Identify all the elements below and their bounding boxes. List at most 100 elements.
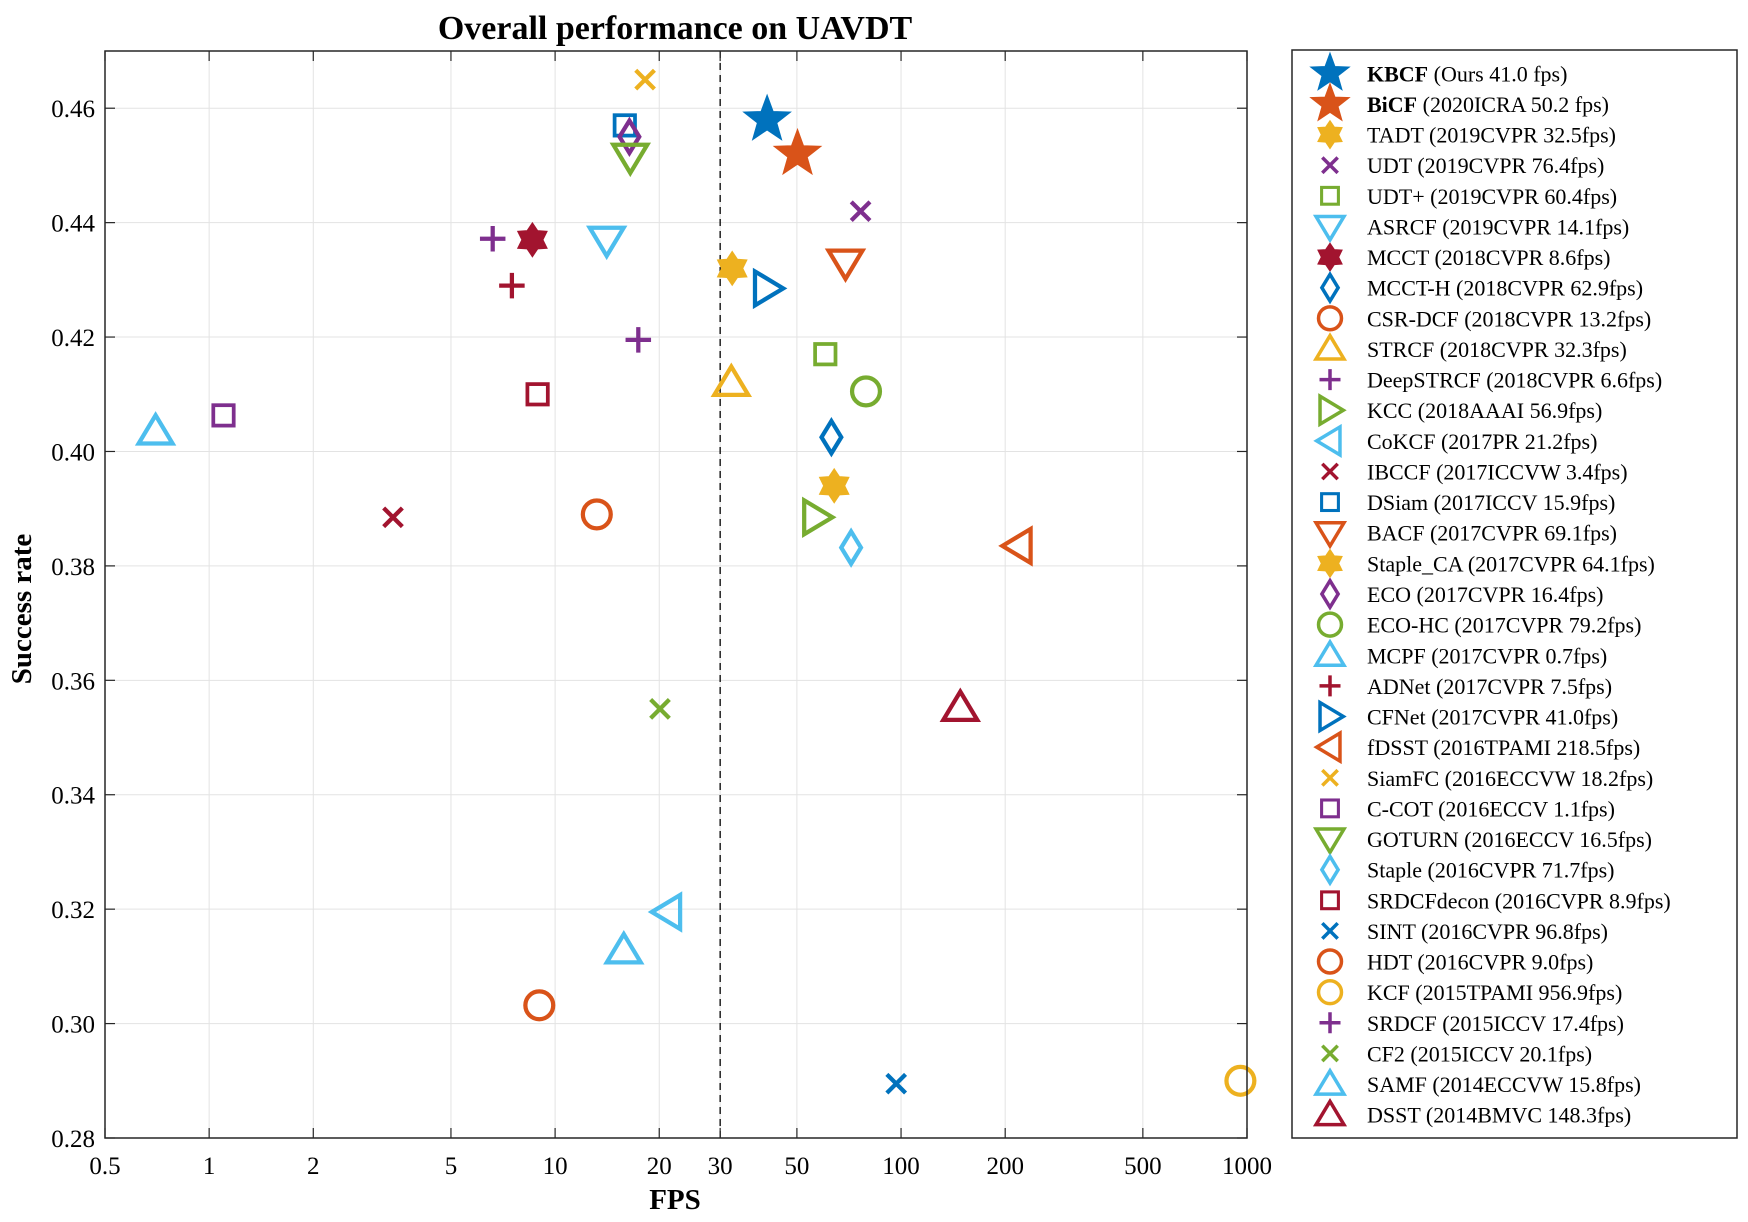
- point-udt: [813, 342, 838, 367]
- legend-series-name: MCCT-H: [1367, 276, 1451, 301]
- legend-item-c-cot: C-COT (2016ECCV 1.1fps): [1320, 796, 1615, 821]
- x-tick-label: 0.5: [89, 1153, 120, 1180]
- legend-series-name: C-COT: [1367, 796, 1434, 821]
- legend-marker: [1319, 1012, 1341, 1034]
- legend-series-note: (2017CVPR 41.0fps): [1426, 705, 1619, 730]
- legend-marker: [1320, 890, 1340, 911]
- legend-series-name: IBCCF: [1367, 460, 1431, 485]
- legend-item-adnet: ADNet (2017CVPR 7.5fps): [1319, 674, 1612, 699]
- point-c-cot: [211, 403, 236, 428]
- legend-item-tadt: TADT (2019CVPR 32.5fps): [1317, 119, 1616, 150]
- point-cokcf: [647, 891, 683, 933]
- y-axis-label: Success rate: [6, 534, 38, 685]
- legend-series-name: BACF: [1367, 521, 1424, 546]
- legend-item-sint: SINT (2016CVPR 96.8fps): [1321, 919, 1609, 944]
- legend-series-name: UDT: [1367, 153, 1413, 178]
- legend-marker: [1312, 1097, 1348, 1127]
- x-tick-label: 200: [986, 1153, 1024, 1180]
- legend-marker: [1312, 827, 1348, 856]
- legend-marker: [1316, 611, 1344, 638]
- point-fdsst: [998, 525, 1033, 567]
- point-eco-hc: [849, 375, 883, 408]
- legend-marker: [1321, 156, 1339, 175]
- legend-series-name: KCC: [1367, 398, 1412, 423]
- legend-series-note: (2016ECCV 16.5fps): [1459, 827, 1652, 852]
- legend-series-name: Staple_CA: [1367, 551, 1464, 576]
- legend-series-name: MCPF: [1367, 643, 1426, 668]
- legend-series-note: (2016CVPR 96.8fps): [1416, 919, 1609, 944]
- legend-marker: [1316, 948, 1344, 975]
- x-tick-label: 100: [882, 1153, 920, 1180]
- legend-item-asrcf: ASRCF (2019CVPR 14.1fps): [1312, 215, 1629, 244]
- legend-marker: [1321, 1044, 1339, 1063]
- plot-area-frame: [104, 50, 1248, 1139]
- legend-series-note: (2016CVPR 71.7fps): [1422, 858, 1615, 883]
- x-tick-label: 2: [307, 1153, 320, 1180]
- legend-series-note: (2018CVPR 13.2fps): [1459, 306, 1652, 331]
- legend-label: CFNet (2017CVPR 41.0fps): [1367, 705, 1618, 730]
- point-kcc: [802, 496, 837, 539]
- legend-marker: [1321, 768, 1339, 787]
- legend-label: ADNet (2017CVPR 7.5fps): [1367, 674, 1612, 699]
- legend-item-siamfc: SiamFC (2016ECCVW 18.2fps): [1321, 766, 1653, 791]
- legend-label: ECO-HC (2017CVPR 79.2fps): [1367, 613, 1641, 638]
- data-points: [134, 68, 1257, 1097]
- legend-series-note: (2017ICCV 15.9fps): [1428, 490, 1615, 515]
- y-tick-label: 0.36: [51, 668, 95, 695]
- legend-series-name: ASRCF: [1367, 215, 1437, 240]
- legend-series-name: UDT+: [1367, 184, 1425, 209]
- legend-series-name: KCF: [1367, 980, 1410, 1005]
- legend-series-note: (2018CVPR 8.6fps): [1429, 245, 1611, 270]
- legend-series-name: SINT: [1367, 919, 1416, 944]
- legend-series-note: (2017CVPR 69.1fps): [1424, 521, 1617, 546]
- legend-label: MCPF (2017CVPR 0.7fps): [1367, 643, 1607, 668]
- legend-item-ibccf: IBCCF (2017ICCVW 3.4fps): [1321, 460, 1628, 485]
- x-tick-label: 50: [784, 1153, 809, 1180]
- legend-series-name: CoKCF: [1367, 429, 1435, 454]
- legend-series-note: (2014ECCVW 15.8fps): [1427, 1072, 1641, 1097]
- legend-item-srdcfdecon: SRDCFdecon (2016CVPR 8.9fps): [1320, 888, 1671, 913]
- legend-series-name: ADNet: [1367, 674, 1431, 699]
- legend-item-mcct: MCCT (2018CVPR 8.6fps): [1317, 242, 1610, 272]
- legend-item-srdcf: SRDCF (2015ICCV 17.4fps): [1319, 1011, 1624, 1036]
- legend-series-note: (2015TPAMI 956.9fps): [1410, 980, 1622, 1005]
- legend-series-note: (2017ICCVW 3.4fps): [1431, 460, 1628, 485]
- legend-label: KCC (2018AAAI 56.9fps): [1367, 398, 1602, 423]
- legend-series-name: Staple: [1367, 858, 1422, 883]
- point-csr-dcf: [580, 498, 613, 531]
- legend-marker: [1318, 393, 1347, 428]
- legend-series-name: CSR-DCF: [1367, 306, 1459, 331]
- point-samf: [603, 930, 645, 965]
- point-siamfc: [634, 68, 656, 91]
- legend-series-note: (2016ECCV 1.1fps): [1433, 796, 1615, 821]
- point-srdcfdecon: [525, 382, 550, 407]
- legend-marker: [1319, 271, 1341, 305]
- point-goturn: [609, 142, 652, 178]
- legend-marker: [1312, 332, 1348, 361]
- legend-item-dsiam: DSiam (2017ICCV 15.9fps): [1320, 490, 1615, 515]
- legend-label: BiCF (2020ICRA 50.2 fps): [1367, 92, 1609, 117]
- legend-label: MCCT (2018CVPR 8.6fps): [1367, 245, 1610, 270]
- grid-lines: [104, 51, 1248, 1139]
- legend-item-kcf: KCF (2015TPAMI 956.9fps): [1316, 978, 1622, 1006]
- legend-series-name: GOTURN: [1367, 827, 1459, 852]
- legend-marker: [1316, 305, 1344, 332]
- legend-marker: [1312, 520, 1348, 550]
- legend-item-deepstrcf: DeepSTRCF (2018CVPR 6.6fps): [1319, 368, 1662, 393]
- legend-item-mcpf: MCPF (2017CVPR 0.7fps): [1312, 638, 1607, 668]
- legend-label: C-COT (2016ECCV 1.1fps): [1367, 796, 1615, 821]
- x-tick-label: 20: [647, 1153, 672, 1180]
- legend-item-dsst: DSST (2014BMVC 148.3fps): [1312, 1097, 1631, 1128]
- legend-item-eco: ECO (2017CVPR 16.4fps): [1319, 577, 1604, 611]
- legend-series-name: HDT: [1367, 950, 1413, 975]
- point-sint: [885, 1072, 908, 1095]
- legend-item-csr-dcf: CSR-DCF (2018CVPR 13.2fps): [1316, 305, 1652, 332]
- legend-item-mcct-h: MCCT-H (2018CVPR 62.9fps): [1319, 271, 1643, 305]
- legend-series-name: STRCF: [1367, 337, 1434, 362]
- legend-label: STRCF (2018CVPR 32.3fps): [1367, 337, 1627, 362]
- legend-series-name: CF2: [1367, 1041, 1405, 1066]
- legend-marker: [1321, 921, 1339, 940]
- legend-label: KCF (2015TPAMI 956.9fps): [1367, 980, 1622, 1005]
- legend-marker: [1320, 798, 1340, 819]
- legend-item-udt: UDT+ (2019CVPR 60.4fps): [1320, 184, 1617, 209]
